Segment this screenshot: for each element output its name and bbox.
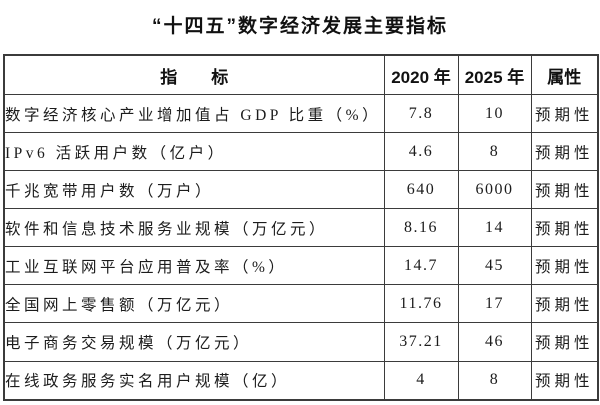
cell-2020: 8.16 xyxy=(383,208,459,248)
cell-indicator: 电子商务交易规模（万亿元） xyxy=(3,322,385,362)
cell-2025: 17 xyxy=(457,284,532,324)
cell-attribute: 预期性 xyxy=(530,93,599,134)
table-row: 千兆宽带用户数（万户） 640 6000 预期性 xyxy=(3,170,599,210)
table-row: 工业互联网平台应用普及率（%） 14.7 45 预期性 xyxy=(3,246,599,286)
table-row: 电子商务交易规模（万亿元） 37.21 46 预期性 xyxy=(3,322,599,362)
cell-2025: 8 xyxy=(457,132,532,172)
cell-2020: 7.8 xyxy=(383,93,459,134)
table-header-row: 指 标 2020 年 2025 年 属性 xyxy=(3,54,599,95)
table-row: IPv6 活跃用户数（亿户） 4.6 8 预期性 xyxy=(3,132,599,172)
cell-indicator: 数字经济核心产业增加值占 GDP 比重（%） xyxy=(3,93,385,134)
header-attribute: 属性 xyxy=(530,54,599,95)
table-row: 在线政务服务实名用户规模（亿） 4 8 预期性 xyxy=(3,360,599,401)
header-2020: 2020 年 xyxy=(383,54,459,95)
cell-2025: 45 xyxy=(457,246,532,286)
cell-2020: 4.6 xyxy=(383,132,459,172)
cell-2020: 640 xyxy=(383,170,459,210)
cell-attribute: 预期性 xyxy=(530,170,599,210)
table-row: 数字经济核心产业增加值占 GDP 比重（%） 7.8 10 预期性 xyxy=(3,93,599,134)
cell-indicator: 全国网上零售额（万亿元） xyxy=(3,284,385,324)
cell-2025: 46 xyxy=(457,322,532,362)
header-2025: 2025 年 xyxy=(457,54,532,95)
cell-2020: 11.76 xyxy=(383,284,459,324)
cell-indicator: 工业互联网平台应用普及率（%） xyxy=(3,246,385,286)
cell-indicator: 软件和信息技术服务业规模（万亿元） xyxy=(3,208,385,248)
cell-indicator: 千兆宽带用户数（万户） xyxy=(3,170,385,210)
cell-attribute: 预期性 xyxy=(530,132,599,172)
cell-attribute: 预期性 xyxy=(530,246,599,286)
table-row: 软件和信息技术服务业规模（万亿元） 8.16 14 预期性 xyxy=(3,208,599,248)
cell-2020: 4 xyxy=(383,360,459,401)
cell-2020: 37.21 xyxy=(383,322,459,362)
cell-2025: 14 xyxy=(457,208,532,248)
cell-attribute: 预期性 xyxy=(530,360,599,401)
cell-2025: 8 xyxy=(457,360,532,401)
cell-attribute: 预期性 xyxy=(530,322,599,362)
cell-2020: 14.7 xyxy=(383,246,459,286)
indicator-table: 指 标 2020 年 2025 年 属性 数字经济核心产业增加值占 GDP 比重… xyxy=(3,54,599,401)
cell-attribute: 预期性 xyxy=(530,284,599,324)
cell-2025: 10 xyxy=(457,93,532,134)
cell-indicator: 在线政务服务实名用户规模（亿） xyxy=(3,360,385,401)
cell-indicator: IPv6 活跃用户数（亿户） xyxy=(3,132,385,172)
header-indicator: 指 标 xyxy=(3,54,385,95)
table-row: 全国网上零售额（万亿元） 11.76 17 预期性 xyxy=(3,284,599,324)
cell-2025: 6000 xyxy=(457,170,532,210)
cell-attribute: 预期性 xyxy=(530,208,599,248)
page-title: “十四五”数字经济发展主要指标 xyxy=(151,16,448,37)
